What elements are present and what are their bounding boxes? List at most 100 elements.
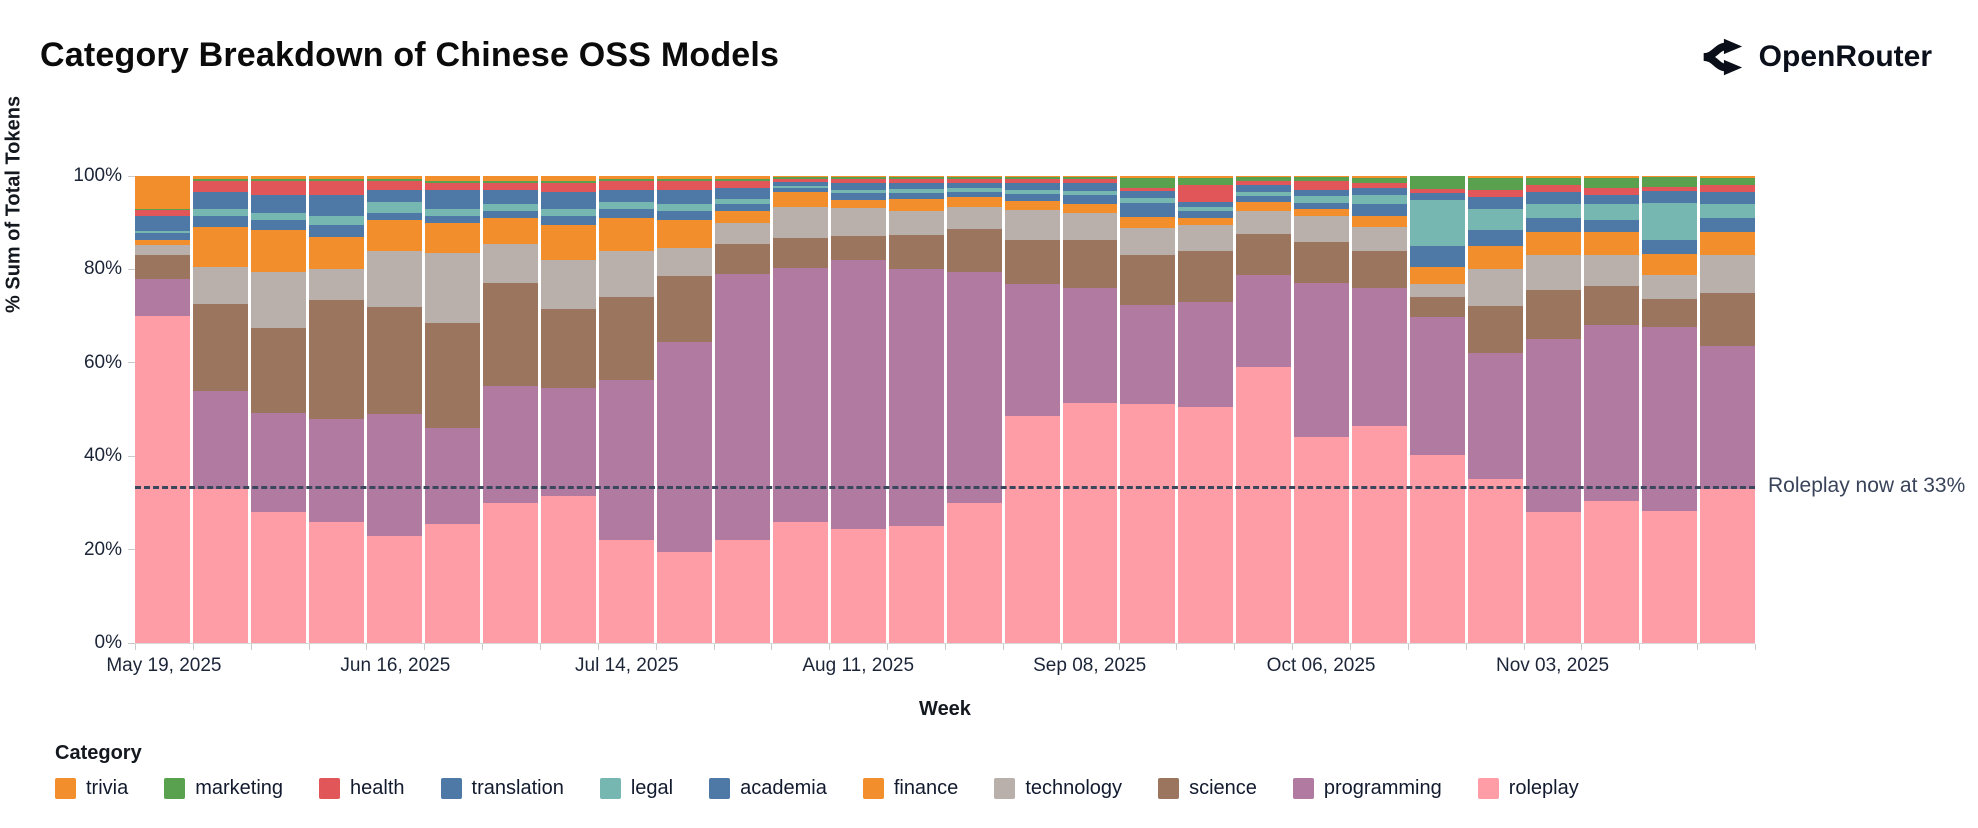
y-tick-label: 0% [94, 632, 122, 653]
segment-finance [424, 222, 480, 253]
segment-programming [888, 269, 944, 527]
segment-roleplay [1584, 500, 1640, 643]
bar-week-aug-04 [772, 176, 828, 643]
legend-item-translation[interactable]: translation [440, 777, 564, 800]
segment-translation [1004, 182, 1060, 190]
y-tick-100: 100% [64, 165, 135, 187]
x-tick-mark [135, 644, 136, 650]
legend-item-programming[interactable]: programming [1292, 777, 1442, 800]
segment-academia [598, 208, 654, 218]
segment-finance [1410, 266, 1466, 285]
legend-item-technology[interactable]: technology [994, 777, 1122, 800]
x-tick-mark [1639, 644, 1641, 650]
segment-legal [1642, 203, 1698, 241]
legend-item-health[interactable]: health [319, 777, 405, 800]
segment-roleplay [1236, 367, 1292, 643]
segment-legal [424, 208, 480, 216]
legend-item-legal[interactable]: legal [599, 777, 673, 800]
segment-roleplay [656, 551, 712, 643]
segment-marketing [946, 177, 1002, 179]
segment-translation [192, 192, 248, 209]
segment-trivia [1700, 176, 1756, 179]
segment-marketing [250, 179, 306, 181]
segment-technology [1584, 255, 1640, 286]
legend-item-marketing[interactable]: marketing [164, 777, 283, 800]
x-tick-mark [1060, 644, 1062, 650]
segment-health [1642, 186, 1698, 192]
segment-academia [192, 215, 248, 228]
y-tick-mark [128, 175, 135, 177]
y-tick-20: 20% [64, 539, 135, 561]
legend-swatch-health [319, 778, 341, 799]
legend-item-trivia[interactable]: trivia [55, 777, 128, 800]
segment-programming [656, 341, 712, 552]
segment-trivia [830, 176, 886, 178]
segment-science [946, 228, 1002, 272]
bar-week-jun-30 [482, 176, 538, 643]
segment-programming [1700, 346, 1756, 489]
segment-technology [1642, 275, 1698, 299]
x-tick-mark [1292, 644, 1294, 650]
bar-week-sep-15 [1120, 176, 1176, 643]
segment-science [192, 304, 248, 391]
segment-finance [830, 200, 886, 208]
segment-trivia [308, 176, 364, 179]
segment-trivia [1178, 176, 1234, 179]
segment-science [250, 327, 306, 413]
segment-finance [1236, 201, 1292, 211]
legend-title: Category [55, 742, 142, 764]
segment-marketing [772, 177, 828, 179]
legend-item-finance[interactable]: finance [862, 777, 958, 800]
segment-health [830, 178, 886, 183]
segment-finance [308, 236, 364, 270]
x-tick-label: Sep 08, 2025 [1033, 655, 1147, 676]
segment-translation [1584, 194, 1640, 204]
legend-item-academia[interactable]: academia [709, 777, 827, 800]
segment-roleplay [135, 316, 190, 643]
segment-trivia [192, 176, 248, 180]
segment-translation [1120, 190, 1176, 198]
x-tick-mark [771, 644, 773, 650]
segment-finance [366, 220, 422, 251]
segment-finance [656, 220, 712, 249]
legend-swatch-science [1158, 778, 1180, 799]
segment-marketing [656, 178, 712, 181]
segment-finance [888, 199, 944, 212]
legend-items: trivia marketing health translation legal aca… [55, 777, 1579, 800]
segment-legal [540, 208, 596, 216]
segment-programming [308, 418, 364, 522]
segment-translation [1352, 187, 1408, 195]
segment-legal [366, 201, 422, 214]
segment-trivia [1468, 176, 1524, 179]
segment-academia [1526, 218, 1582, 232]
reference-line-annotation: Roleplay now at 33% [1768, 474, 1966, 497]
segment-health [1410, 188, 1466, 193]
segment-roleplay [1700, 488, 1756, 643]
y-tick-label: 40% [83, 445, 122, 467]
segment-technology [308, 269, 364, 300]
segment-programming [1178, 302, 1234, 408]
segment-roleplay [1468, 479, 1524, 643]
segment-science [1294, 242, 1350, 284]
segment-translation [482, 189, 538, 204]
legend-item-science[interactable]: science [1158, 777, 1257, 800]
segment-health [1468, 190, 1524, 197]
y-tick-mark [128, 362, 135, 364]
segment-technology [1410, 284, 1466, 298]
segment-trivia [1294, 176, 1350, 178]
segment-technology [830, 207, 886, 236]
segment-legal [830, 189, 886, 193]
segment-legal [482, 203, 538, 211]
y-tick-label: 60% [83, 351, 122, 373]
segment-trivia [135, 176, 190, 209]
bar-week-nov-10 [1584, 176, 1640, 643]
segment-health [1526, 185, 1582, 193]
segment-finance [135, 239, 190, 246]
segment-translation [656, 189, 712, 204]
segment-science [1062, 239, 1118, 289]
legend-swatch-roleplay [1477, 778, 1499, 799]
bar-week-oct-27 [1468, 176, 1524, 643]
legend-item-roleplay[interactable]: roleplay [1477, 777, 1579, 800]
segment-health [1178, 185, 1234, 202]
